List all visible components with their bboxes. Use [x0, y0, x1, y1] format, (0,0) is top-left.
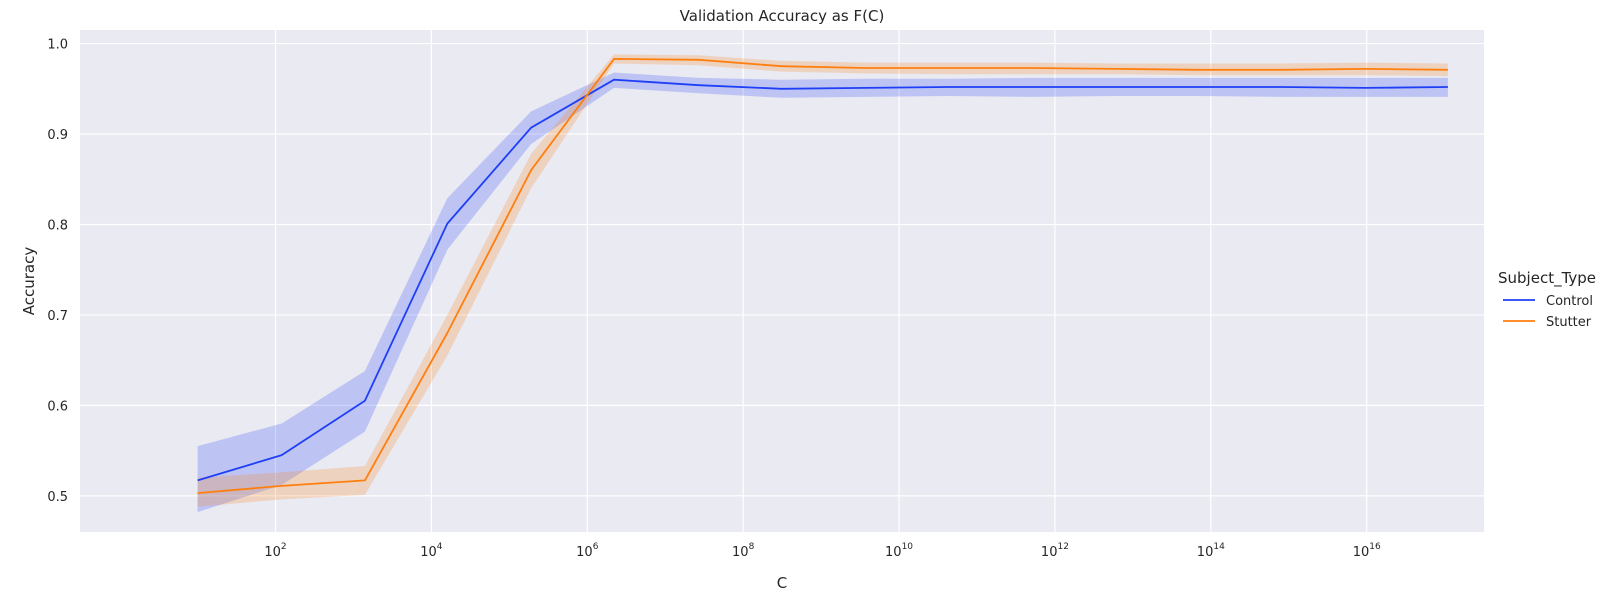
- series-lines: [197, 58, 1448, 494]
- legend: Subject_Type Control Stutter: [1498, 269, 1596, 330]
- x-tick-exponent: 14: [1213, 542, 1225, 552]
- x-tick-label: 102: [264, 542, 286, 560]
- line-control: [197, 78, 1448, 482]
- x-tick-exponent: 8: [749, 542, 755, 552]
- x-tick-label: 1010: [885, 542, 913, 560]
- legend-title: Subject_Type: [1498, 269, 1596, 288]
- y-tick-label: 0.5: [47, 490, 68, 505]
- x-tick-label: 1014: [1197, 542, 1225, 560]
- x-tick-label: 106: [576, 542, 599, 560]
- x-tick-label: 1016: [1353, 542, 1381, 560]
- x-tick-exponent: 4: [437, 542, 443, 552]
- chart-title: Validation Accuracy as F(C): [680, 7, 885, 25]
- x-tick-labels: 102 104 106 108 1010 1012 1014 1016: [264, 542, 1381, 560]
- y-tick-label: 0.9: [47, 128, 68, 143]
- x-axis-label: C: [777, 574, 787, 592]
- y-tick-label: 0.8: [47, 218, 68, 233]
- y-axis-label: Accuracy: [20, 247, 38, 316]
- x-tick-exponent: 12: [1057, 542, 1068, 552]
- grid: [80, 30, 1484, 532]
- y-tick-label: 0.7: [47, 309, 68, 324]
- y-tick-label: 0.6: [47, 399, 68, 414]
- plot-area: [80, 30, 1484, 532]
- x-tick-label: 108: [732, 542, 755, 560]
- x-tick-exponent: 2: [281, 542, 287, 552]
- x-tick-exponent: 16: [1369, 542, 1381, 552]
- y-tick-label: 1.0: [47, 38, 68, 53]
- line-stutter: [197, 58, 1448, 494]
- x-tick-label: 1012: [1041, 542, 1069, 560]
- legend-label-stutter: Stutter: [1546, 315, 1592, 330]
- y-tick-labels: 0.5 0.6 0.7 0.8 0.9 1.0: [47, 38, 68, 505]
- x-tick-label: 104: [420, 542, 443, 560]
- x-tick-exponent: 10: [902, 542, 914, 552]
- legend-label-control: Control: [1546, 294, 1593, 309]
- x-tick-exponent: 6: [593, 542, 599, 552]
